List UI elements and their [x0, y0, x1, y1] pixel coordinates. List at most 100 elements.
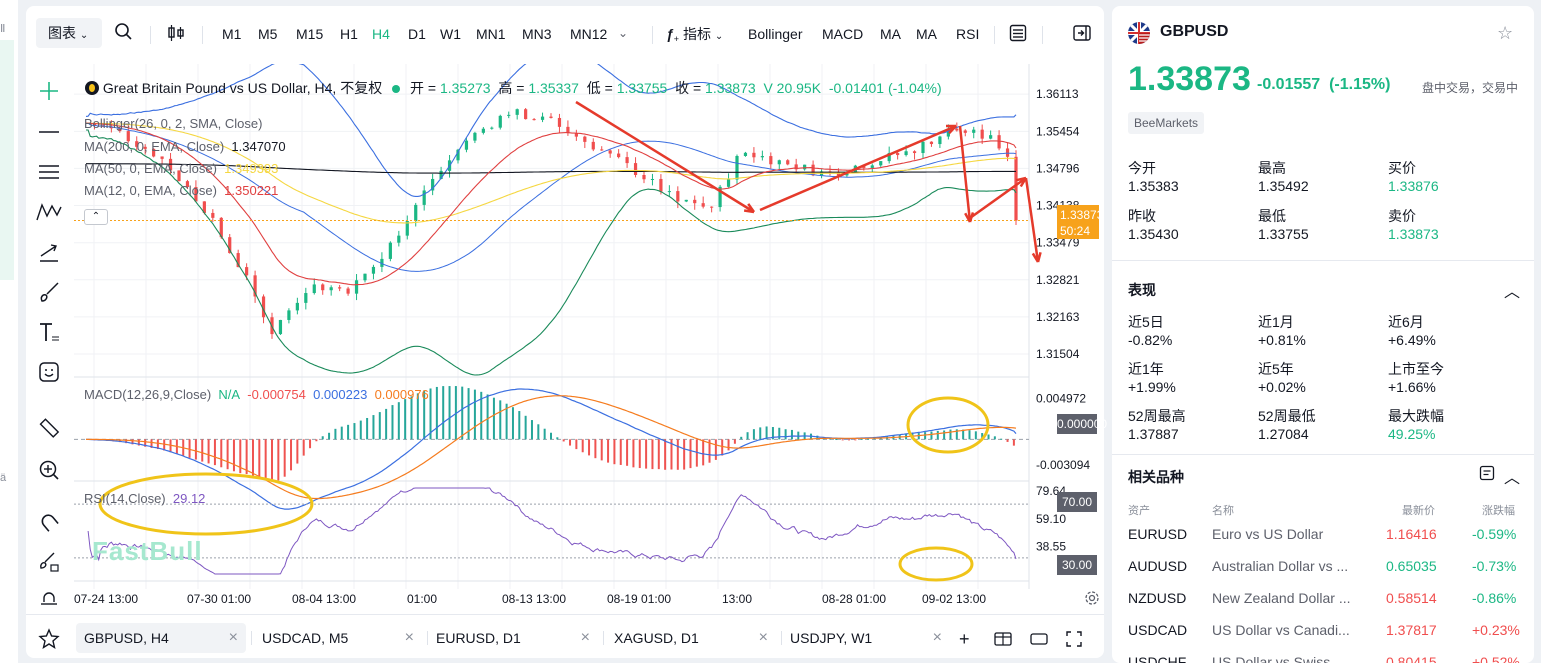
timeframe-m15[interactable]: M15: [296, 26, 324, 42]
close-tab-icon[interactable]: ×: [228, 629, 238, 646]
macd-histogram-bar: [315, 439, 318, 442]
favorite-star-icon[interactable]: [34, 624, 64, 654]
macd-histogram-bar: [835, 439, 838, 441]
indicator-button-rsi-4[interactable]: RSI: [956, 26, 980, 42]
related-row[interactable]: AUDUSD Australian Dollar vs ... 0.65035 -0.…: [1112, 558, 1534, 590]
chart-area[interactable]: 1.361131.354541.347961.341381.334791.328…: [74, 64, 1107, 614]
ruler-icon[interactable]: [34, 412, 64, 442]
emoji-icon[interactable]: [34, 357, 64, 387]
collapse-panel-icon[interactable]: [1072, 23, 1092, 43]
macd-histogram-bar: [867, 438, 870, 440]
add-tab-plus-icon[interactable]: +: [959, 629, 970, 649]
layout-list-icon[interactable]: [1008, 23, 1028, 43]
close-tab-icon[interactable]: ×: [580, 629, 590, 646]
performance-chevron-up-icon[interactable]: ︿: [1504, 284, 1521, 301]
timeframe-d1[interactable]: D1: [408, 26, 426, 42]
indicators-label: 指标: [682, 26, 711, 42]
related-row[interactable]: USDCHF US Dollar vs Swiss... 0.80415 +0.52%: [1112, 654, 1534, 663]
symbol-tab[interactable]: XAGUSD, D1 ×: [606, 623, 782, 653]
indicator-button-bollinger-0[interactable]: Bollinger: [748, 26, 803, 42]
single-layout-icon[interactable]: [1030, 631, 1048, 647]
candle-body: [811, 164, 815, 176]
indicator-button-macd-1[interactable]: MACD: [822, 26, 864, 42]
wave-tool-icon[interactable]: [34, 197, 64, 227]
macd-histogram-bar: [410, 396, 413, 440]
rsi-label: RSI(14,Close): [84, 491, 166, 506]
related-list-icon[interactable]: [1479, 465, 1495, 486]
macd-hist-value: -0.000754: [247, 387, 306, 402]
macd-legend: MACD(12,26,9,Close) N/A -0.000754 0.0002…: [84, 387, 429, 402]
timeframe-m5[interactable]: M5: [258, 26, 278, 42]
indicators-button[interactable]: ƒ+ 指标 ⌄: [666, 24, 723, 44]
timeframe-m1[interactable]: M1: [222, 26, 242, 42]
chart-canvas[interactable]: 1.361131.354541.347961.341381.334791.328…: [74, 64, 1104, 614]
macd-histogram-bar: [271, 439, 273, 482]
symbol-tab[interactable]: USDCAD, M5 ×: [254, 623, 428, 653]
timeframe-more-chevron-icon[interactable]: ⌄: [618, 26, 629, 40]
symbol-tab[interactable]: EURUSD, D1 ×: [428, 623, 604, 653]
timeframe-h4[interactable]: H4: [372, 26, 390, 42]
macd-histogram-bar: [588, 439, 591, 456]
symbol-tab-label: USDJPY, W1: [790, 630, 873, 646]
lock-icon[interactable]: [34, 584, 64, 614]
macd-histogram-bar: [759, 427, 762, 440]
left-edge-text-top: Ⅱ: [0, 23, 6, 35]
price-axis-label: 1.36113: [1036, 87, 1079, 101]
candles-icon[interactable]: [166, 23, 186, 43]
related-row[interactable]: NZDUSD New Zealand Dollar ... 0.58514 -0.86…: [1112, 590, 1534, 622]
macd-histogram-bar: [664, 439, 667, 470]
crosshair-plus-icon[interactable]: [34, 76, 64, 106]
macd-histogram-bar: [943, 430, 946, 440]
close-tab-icon[interactable]: ×: [758, 629, 768, 646]
macd-histogram-bar: [156, 439, 159, 450]
price-axis-label: 1.32821: [1036, 273, 1080, 287]
left-edge-highlight: [0, 40, 14, 280]
macd-histogram-bar: [676, 439, 679, 470]
timeframe-mn12[interactable]: MN12: [570, 26, 608, 42]
symbol-tab[interactable]: GBPUSD, H4 ×: [76, 623, 252, 653]
collapse-legend-chevron-up-icon[interactable]: ⌃: [84, 209, 108, 225]
watchlist-star-icon[interactable]: ☆: [1497, 23, 1514, 43]
macd-histogram-bar: [480, 391, 483, 440]
trend-arrow-tool-icon[interactable]: [34, 237, 64, 267]
time-axis-label: 09-02 13:00: [922, 592, 986, 606]
open-label: 开 =: [410, 80, 437, 96]
left-edge-strip: Ⅱ ä: [0, 0, 18, 663]
hlines-tool-icon[interactable]: [34, 157, 64, 187]
magnet-icon[interactable]: [34, 507, 64, 537]
split-layout-icon[interactable]: [994, 631, 1012, 647]
indicator-button-ma-2[interactable]: MA: [880, 26, 901, 42]
search-icon[interactable]: [114, 22, 134, 42]
timeframe-h1[interactable]: H1: [340, 26, 358, 42]
candle-body: [160, 156, 164, 159]
related-row[interactable]: USDCAD US Dollar vs Canadi... 1.37817 +0.23…: [1112, 622, 1534, 654]
candle-body: [752, 152, 756, 158]
fullscreen-icon[interactable]: [1066, 631, 1084, 647]
close-tab-icon[interactable]: ×: [404, 629, 414, 646]
related-asset: USDCHF: [1128, 654, 1187, 663]
chart-settings-gear-icon[interactable]: [1084, 590, 1100, 611]
chart-type-dropdown[interactable]: 图表 ⌄: [36, 18, 102, 48]
candle-body: [566, 126, 570, 134]
macd-histogram-bar: [562, 439, 565, 442]
symbol-tab[interactable]: USDJPY, W1 ×: [782, 623, 950, 653]
broker-badge[interactable]: BeeMarkets: [1128, 112, 1205, 134]
stat-value: 1.35492: [1258, 178, 1309, 194]
zoom-in-icon[interactable]: [34, 455, 64, 485]
related-chevron-up-icon[interactable]: ︿: [1504, 470, 1521, 487]
rsi-axis-label: 38.55: [1036, 539, 1066, 553]
candle-body: [363, 273, 367, 281]
lock-brush-icon[interactable]: [34, 547, 64, 577]
close-tab-icon[interactable]: ×: [932, 629, 942, 646]
timeframe-mn1[interactable]: MN1: [476, 26, 506, 42]
text-tool-icon[interactable]: [34, 317, 64, 347]
brush-icon[interactable]: [34, 277, 64, 307]
line-tool-icon[interactable]: [34, 117, 64, 147]
indicator-button-ma-3[interactable]: MA: [916, 26, 937, 42]
timeframe-mn3[interactable]: MN3: [522, 26, 552, 42]
macd-histogram-bar: [309, 439, 312, 449]
candle-body: [414, 204, 418, 222]
related-row[interactable]: EURUSD Euro vs US Dollar 1.16416 -0.59%: [1112, 526, 1534, 558]
timeframe-w1[interactable]: W1: [440, 26, 461, 42]
